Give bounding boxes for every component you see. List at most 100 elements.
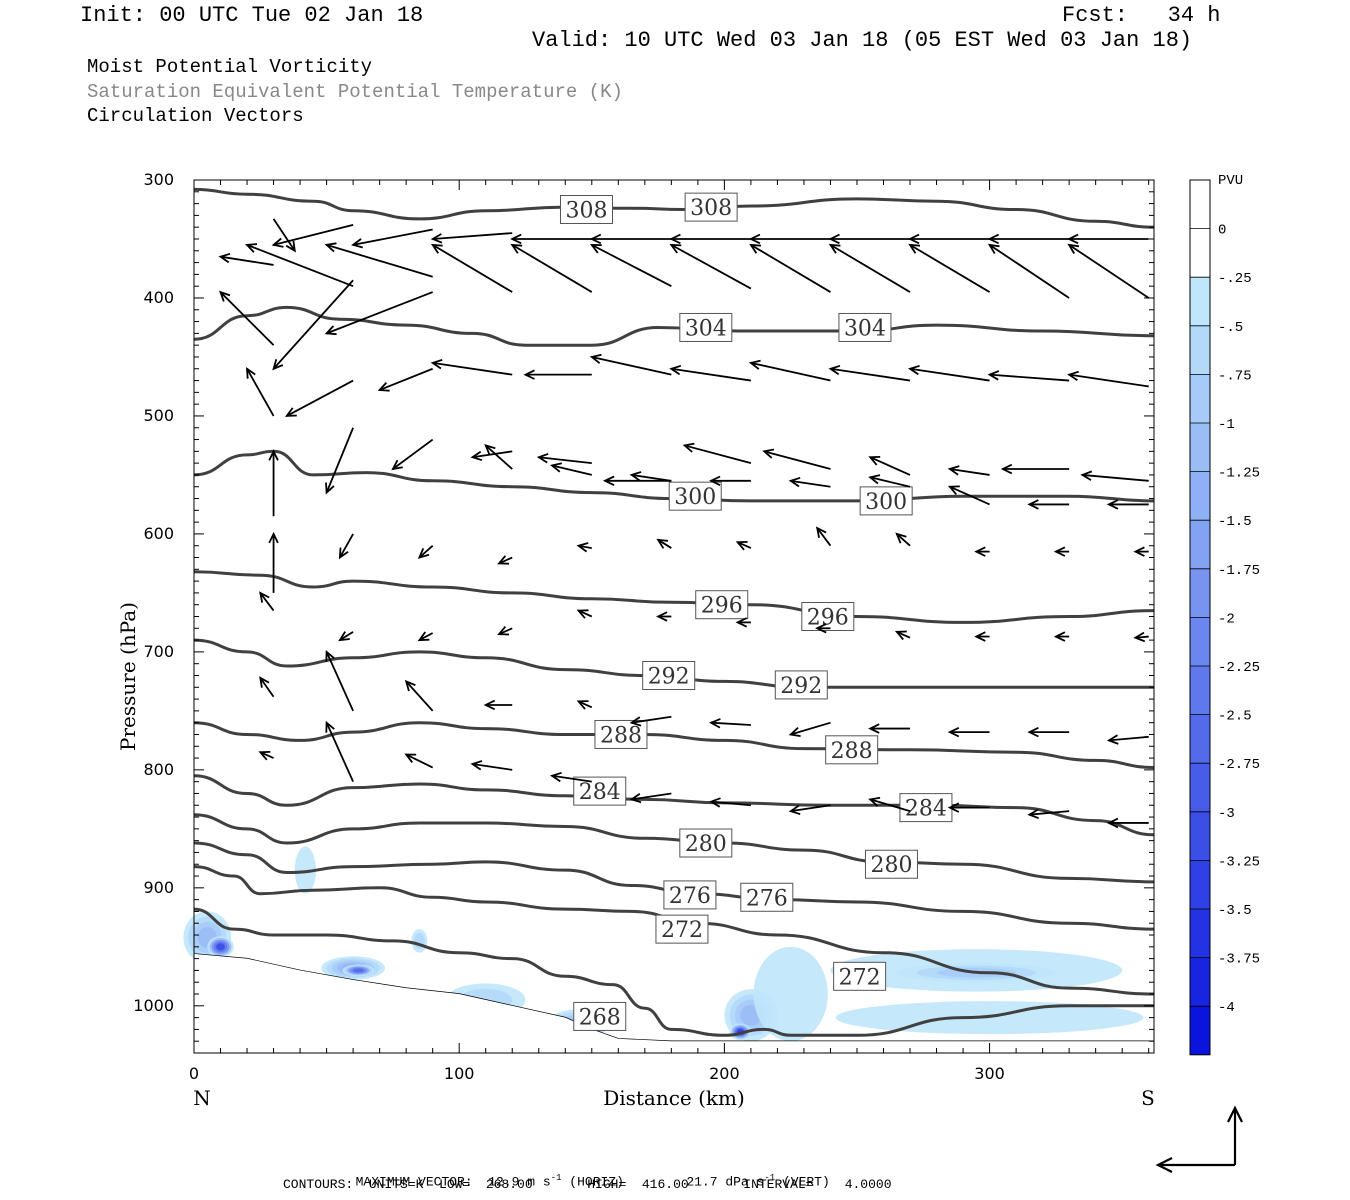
vector-head bbox=[762, 448, 775, 459]
vector-head bbox=[324, 242, 337, 253]
vector-shaft bbox=[657, 539, 672, 549]
vector-head bbox=[549, 771, 562, 783]
contour-label: 296 bbox=[701, 594, 743, 619]
y-tick-label: 500 bbox=[143, 406, 174, 425]
vector-shaft bbox=[551, 774, 592, 783]
colorbar-cell bbox=[1190, 325, 1210, 375]
vector-shaft bbox=[1068, 244, 1150, 299]
contour-label: 272 bbox=[839, 965, 881, 990]
theta-contours: 308 308 304 304 300 300 296 296 292 292 288 288 284 2… bbox=[193, 187, 1155, 1037]
contour-label: 268 bbox=[579, 1005, 621, 1030]
contour-296 bbox=[193, 570, 1155, 624]
vector-head bbox=[894, 630, 907, 641]
vector-shaft bbox=[631, 792, 672, 801]
vector-shaft bbox=[405, 680, 434, 712]
contour-label: 300 bbox=[674, 485, 716, 510]
vector-shaft bbox=[578, 700, 593, 709]
colorbar-label: -.75 bbox=[1218, 368, 1252, 384]
vector-head bbox=[576, 700, 589, 710]
contour-label: 276 bbox=[746, 886, 788, 911]
contour-label-box bbox=[559, 194, 613, 224]
below-ground bbox=[194, 953, 1154, 1053]
vector-head bbox=[788, 727, 801, 737]
vector-head bbox=[868, 474, 881, 485]
colorbar-label: -3.75 bbox=[1218, 952, 1260, 968]
vector-shaft bbox=[869, 798, 911, 813]
vector-head bbox=[549, 462, 562, 473]
contour-label-box bbox=[740, 882, 794, 912]
vector-head bbox=[484, 444, 496, 456]
contour-label-box bbox=[774, 670, 828, 700]
vector-shaft bbox=[259, 751, 274, 759]
colorbar-unit: PVU bbox=[1218, 173, 1243, 189]
vector-shaft bbox=[432, 361, 513, 376]
colorbar-cell bbox=[1190, 180, 1210, 229]
vector-shaft bbox=[326, 291, 434, 335]
contour-label: 304 bbox=[844, 316, 886, 341]
vector-head bbox=[404, 753, 417, 763]
vector-head bbox=[682, 442, 695, 453]
vector-shaft bbox=[909, 367, 990, 382]
y-tick-label: 700 bbox=[143, 642, 174, 661]
vector-shaft bbox=[1069, 373, 1149, 388]
vector-shaft bbox=[273, 223, 354, 246]
x-tick-label: 100 bbox=[444, 1064, 475, 1083]
contour-label-box bbox=[679, 828, 733, 858]
vector-head bbox=[245, 366, 256, 379]
vector-head bbox=[735, 617, 748, 628]
vector-shaft bbox=[909, 244, 991, 293]
vector-shaft bbox=[485, 444, 513, 470]
vector-shaft bbox=[830, 244, 911, 293]
vector-head bbox=[947, 465, 960, 476]
colorbar-cell bbox=[1190, 666, 1210, 715]
vector-shaft bbox=[326, 244, 433, 278]
vector-head bbox=[417, 631, 430, 642]
colorbar-label: -.25 bbox=[1218, 271, 1252, 287]
y-tick-label: 300 bbox=[143, 170, 174, 189]
vector-head bbox=[430, 359, 443, 370]
vector-head bbox=[748, 233, 761, 245]
vector-head bbox=[351, 238, 364, 249]
contour-label-box bbox=[642, 660, 696, 690]
vector-shaft bbox=[711, 800, 751, 807]
vector-head bbox=[629, 471, 642, 482]
contour-288 bbox=[193, 721, 1155, 769]
vector-shaft bbox=[272, 218, 296, 252]
contours-info: CONTOURS: UNITS=K LOW= 268.00 HIGH= 416.… bbox=[283, 1177, 892, 1192]
vector-shaft bbox=[591, 356, 672, 376]
contour-label: 280 bbox=[870, 853, 912, 878]
vector-head bbox=[828, 243, 841, 254]
contour-label-box bbox=[679, 312, 733, 342]
vector-head bbox=[1133, 631, 1146, 643]
vector-head bbox=[1027, 808, 1040, 820]
vector-shaft bbox=[869, 456, 911, 476]
contour-label-box bbox=[838, 312, 892, 342]
contour-label: 288 bbox=[831, 739, 873, 764]
contour-label-box bbox=[668, 481, 722, 511]
colorbar-cell bbox=[1190, 714, 1210, 764]
vector-head bbox=[589, 243, 602, 254]
vector-head bbox=[709, 797, 721, 808]
vector-head bbox=[669, 233, 681, 245]
vector-shaft bbox=[670, 244, 752, 290]
vector-shaft bbox=[1029, 810, 1070, 816]
vector-shaft bbox=[684, 444, 752, 465]
vector-head bbox=[1027, 726, 1039, 738]
contour-label-box bbox=[684, 192, 738, 222]
vector-shaft bbox=[392, 438, 434, 470]
vector-head bbox=[907, 233, 920, 245]
vector-head bbox=[271, 237, 284, 248]
vector-shaft bbox=[418, 632, 434, 641]
vector-shaft bbox=[246, 244, 354, 288]
colorbar-cell bbox=[1190, 617, 1210, 666]
vector-head bbox=[391, 459, 403, 471]
vector-head bbox=[497, 555, 510, 565]
vector-shaft bbox=[551, 464, 592, 476]
colorbar-label: -1 bbox=[1218, 417, 1235, 433]
colorbar-cell bbox=[1190, 471, 1210, 521]
contour-label: 284 bbox=[905, 797, 947, 822]
contour-276 bbox=[193, 841, 1155, 931]
vector-head bbox=[987, 370, 1000, 381]
reference-vector bbox=[1155, 1105, 1243, 1173]
